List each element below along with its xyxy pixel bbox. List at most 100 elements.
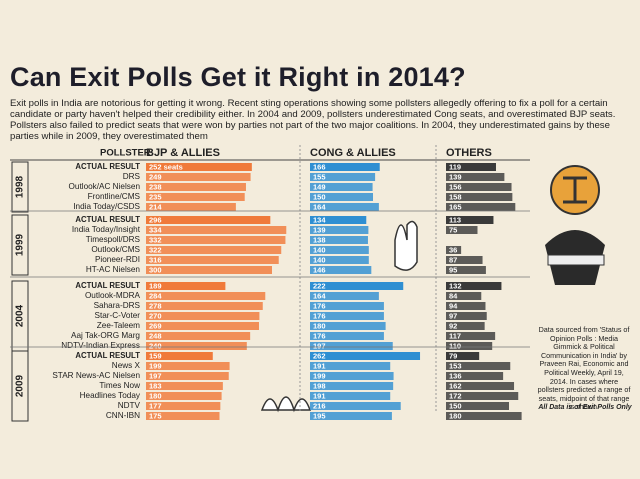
bar [310,342,393,350]
bar [310,236,368,244]
bar [310,266,372,274]
bar [310,382,394,390]
pollster-label: Pioneer-RDI [95,255,140,264]
value-label: 84 [449,291,458,300]
bar [446,226,478,234]
pollster-label: Sahara-DRS [94,301,141,310]
value-label: 199 [149,361,162,370]
value-label: 150 [449,401,462,410]
value-label: 176 [313,301,326,310]
pollster-label: HT-AC Nielsen [86,265,141,274]
bar [446,266,486,274]
bar [446,302,486,310]
value-label: 110 [449,341,461,350]
value-label: 199 [313,371,326,380]
value-label: 149 [313,182,326,191]
bar [310,302,384,310]
value-label: 198 [313,381,326,390]
bar [446,173,505,181]
value-label: 316 [149,255,162,264]
bar [146,302,263,310]
bar [146,342,247,350]
bar [146,193,245,201]
bar [146,216,271,224]
value-label: 195 [313,411,326,420]
value-label: 248 [149,331,162,340]
pollster-label: Frontline/CMS [88,192,141,201]
value-label: 300 [149,265,162,274]
bar [446,216,494,224]
bar [446,312,487,320]
value-label: 269 [149,321,162,330]
value-label: 162 [449,381,462,390]
value-label: 252 seats [149,162,183,171]
pollster-label: Outlook-MDRA [85,291,141,300]
bar [310,352,421,360]
value-label: 172 [449,391,462,400]
bar [310,193,373,201]
value-label: 138 [313,235,326,244]
value-label: 87 [449,255,457,264]
value-label: 158 [449,192,462,201]
bar [446,183,512,191]
bar [146,392,222,400]
pollster-label: Times Now [99,381,140,390]
bar [446,203,516,211]
bar [446,392,519,400]
pollster-label: News X [112,361,141,370]
bar [310,216,367,224]
value-label: 134 [313,215,326,224]
bar [446,282,502,290]
year-box [11,214,29,276]
bar [146,282,226,290]
pollster-label: NDTV [118,401,141,410]
value-label: 75 [449,225,457,234]
bar [310,256,369,264]
value-label: 155 [313,172,326,181]
value-label: 139 [449,172,462,181]
bar [146,362,230,370]
value-label: 136 [449,371,462,380]
value-label: 180 [449,411,462,420]
pollster-label: ACTUAL RESULT [75,215,140,224]
bar [310,362,391,370]
bar [310,163,380,171]
bar [446,163,496,171]
year-label: 1998 [15,175,26,198]
value-label: 175 [149,411,162,420]
value-label: 92 [449,321,457,330]
bar [310,392,391,400]
pollster-label: Zee-Taleem [97,321,140,330]
value-label: 214 [149,202,162,211]
bar [146,236,286,244]
value-label: 238 [149,182,162,191]
bar [446,256,483,264]
value-label: 94 [449,301,458,310]
pollster-label: Outlook/CMS [91,245,140,254]
value-label: 262 [313,351,326,360]
series-header: CONG & ALLIES [310,147,396,159]
bar [446,246,462,254]
bar [146,173,251,181]
pollster-label: Outlook/AC Nielsen [69,182,141,191]
value-label: 235 [149,192,162,201]
decoration [260,165,605,413]
year-label: 1999 [15,233,26,256]
bar [446,402,509,410]
value-label: 249 [149,172,162,181]
value-label: 180 [313,321,326,330]
bar [310,402,401,410]
pollster-label: Timespoll/DRS [86,235,141,244]
value-label: 117 [449,331,461,340]
value-label: 159 [149,351,162,360]
pollster-label: STAR News-AC Nielsen [52,371,140,380]
value-label: 284 [149,291,162,300]
value-label: 270 [149,311,162,320]
series-header: BJP & ALLIES [146,147,220,159]
bar [310,292,379,300]
bar [310,372,394,380]
value-label: 140 [313,245,326,254]
value-label: 140 [313,255,326,264]
pollster-label: India Today/CSDS [73,202,140,211]
